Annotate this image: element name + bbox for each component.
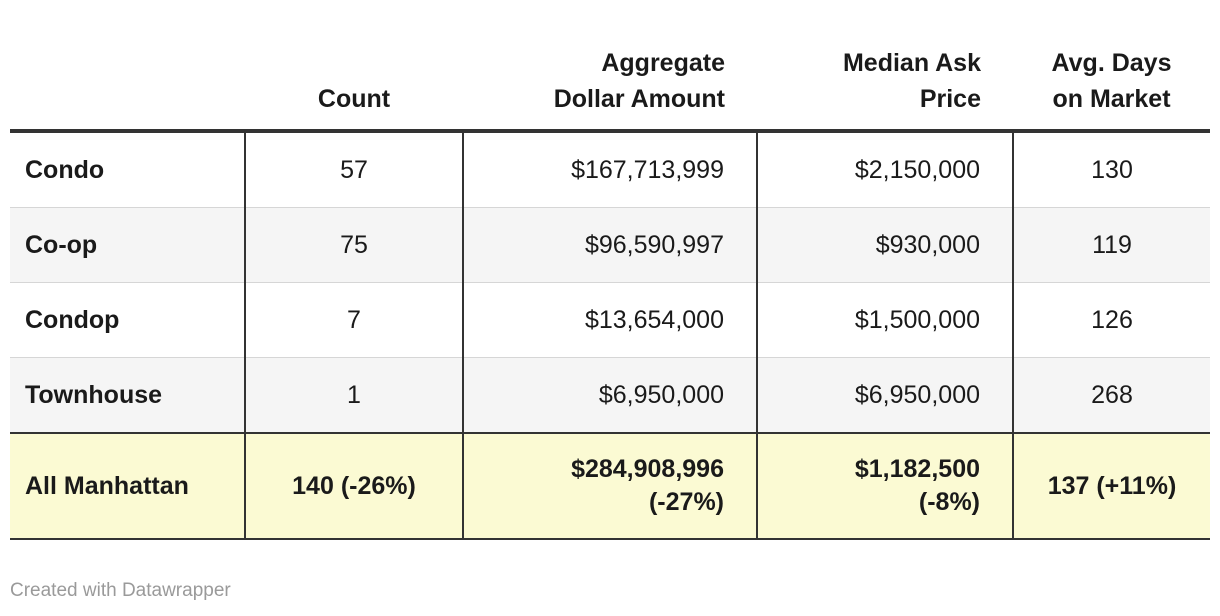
column-header-avg-days-line2: on Market: [1052, 85, 1171, 113]
all-manhattan-median-line2: (-8%): [918, 488, 980, 516]
column-header-avg-days: Avg. Days on Market: [1013, 0, 1210, 133]
condo-median-cell: $2,150,000: [756, 131, 1013, 208]
column-header-median-line1: Median Ask: [842, 49, 981, 77]
townhouse-aggregate-cell: $6,950,000: [462, 357, 757, 433]
co-op-label-cell: Co-op: [10, 207, 245, 283]
row-co-op: Co-op 75 $96,590,997 $930,000 119: [10, 207, 1210, 283]
co-op-count-cell: 75: [244, 207, 463, 283]
datawrapper-credit-link[interactable]: Created with Datawrapper: [10, 580, 231, 601]
all-manhattan-aggregate-line2: (-27%): [648, 488, 724, 516]
co-op-avg-days-cell: 119: [1012, 207, 1210, 283]
condo-aggregate-cell: $167,713,999: [462, 131, 757, 208]
condo-label-cell: Condo: [25, 155, 105, 184]
column-header-count: Count: [245, 0, 463, 133]
row-all-manhattan: All Manhattan 140 (-26%) $284,908,996 (-…: [10, 432, 1210, 540]
column-header-count-label: Count: [317, 85, 391, 113]
all-manhattan-label-cell: All Manhattan: [10, 432, 245, 540]
column-header-aggregate-line2: Dollar Amount: [553, 85, 725, 113]
condop-aggregate-cell: $13,654,000: [462, 282, 757, 358]
all-manhattan-median-cell: $1,182,500 (-8%): [756, 432, 1013, 540]
table-body: Condo 57 $167,713,999 $2,150,000 130 Co-…: [10, 131, 1210, 540]
all-manhattan-aggregate-line1: $284,908,996: [571, 455, 724, 483]
datawrapper-table-page: Count Aggregate Dollar Amount Median Ask…: [10, 0, 1210, 602]
all-manhattan-avg-days-cell: 137 (+11%): [1012, 432, 1210, 540]
column-header-blank: [10, 0, 245, 133]
co-op-aggregate-cell: $96,590,997: [462, 207, 757, 283]
townhouse-avg-days-cell: 268: [1012, 357, 1210, 433]
column-header-aggregate-line1: Aggregate: [601, 49, 725, 77]
condo-avg-days-cell: 130: [1012, 131, 1210, 208]
condop-avg-days-cell: 126: [1012, 282, 1210, 358]
townhouse-median-cell: $6,950,000: [756, 357, 1013, 433]
row-condop: Condop 7 $13,654,000 $1,500,000 126: [10, 282, 1210, 358]
header-row: Count Aggregate Dollar Amount Median Ask…: [10, 0, 1210, 133]
condop-count-cell: 7: [244, 282, 463, 358]
row-townhouse: Townhouse 1 $6,950,000 $6,950,000 268: [10, 357, 1210, 433]
column-header-median-line2: Price: [919, 85, 981, 113]
table-footer: Created with Datawrapper: [10, 580, 1210, 602]
townhouse-label-cell: Townhouse: [10, 357, 245, 433]
manhattan-listings-table: Count Aggregate Dollar Amount Median Ask…: [10, 0, 1210, 540]
condop-median-cell: $1,500,000: [756, 282, 1013, 358]
row-condo: Condo 57 $167,713,999 $2,150,000 130: [10, 131, 1210, 208]
table-header: Count Aggregate Dollar Amount Median Ask…: [10, 0, 1210, 133]
all-manhattan-count-cell: 140 (-26%): [244, 432, 463, 540]
column-header-median: Median Ask Price: [757, 0, 1013, 133]
condop-label-cell: Condop: [10, 282, 245, 358]
co-op-median-cell: $930,000: [756, 207, 1013, 283]
condo-count-cell: 57: [244, 131, 463, 208]
all-manhattan-median-line1: $1,182,500: [854, 455, 980, 483]
all-manhattan-aggregate-cell: $284,908,996 (-27%): [462, 432, 757, 540]
townhouse-count-cell: 1: [244, 357, 463, 433]
column-header-avg-days-line1: Avg. Days: [1051, 49, 1172, 77]
column-header-aggregate: Aggregate Dollar Amount: [463, 0, 757, 133]
